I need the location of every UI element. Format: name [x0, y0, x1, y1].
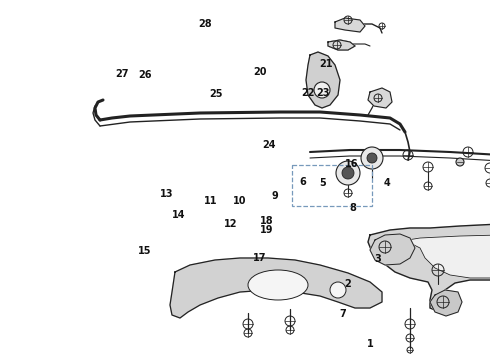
Polygon shape	[395, 235, 490, 278]
Text: 7: 7	[340, 309, 346, 319]
Text: 13: 13	[160, 189, 173, 199]
Text: 8: 8	[349, 203, 356, 213]
Circle shape	[342, 167, 354, 179]
Circle shape	[330, 282, 346, 298]
Polygon shape	[328, 40, 355, 50]
Text: 10: 10	[233, 195, 247, 206]
Text: 15: 15	[138, 246, 151, 256]
Polygon shape	[368, 224, 490, 310]
Ellipse shape	[248, 270, 308, 300]
Text: 16: 16	[345, 159, 359, 169]
Circle shape	[456, 158, 464, 166]
Text: 2: 2	[344, 279, 351, 289]
Text: 23: 23	[317, 88, 330, 98]
Text: 17: 17	[253, 253, 267, 264]
Text: 20: 20	[253, 67, 267, 77]
Text: 28: 28	[198, 19, 212, 30]
Text: 22: 22	[301, 88, 315, 98]
Bar	[292, 165, 372, 206]
Text: 4: 4	[384, 178, 391, 188]
Text: 5: 5	[319, 178, 326, 188]
Text: 25: 25	[209, 89, 222, 99]
Text: 24: 24	[262, 140, 275, 150]
Circle shape	[367, 153, 377, 163]
Text: 14: 14	[172, 210, 186, 220]
Text: 26: 26	[138, 70, 151, 80]
Polygon shape	[368, 88, 392, 108]
Text: 21: 21	[319, 59, 333, 69]
Text: 12: 12	[223, 219, 237, 229]
Polygon shape	[430, 290, 462, 316]
Polygon shape	[306, 52, 340, 108]
Text: 27: 27	[115, 69, 128, 79]
Polygon shape	[335, 18, 365, 32]
Text: 18: 18	[260, 216, 274, 226]
Polygon shape	[370, 234, 415, 265]
Circle shape	[336, 161, 360, 185]
Text: 19: 19	[260, 225, 274, 235]
Circle shape	[361, 147, 383, 169]
Text: 1: 1	[367, 339, 373, 349]
Text: 9: 9	[271, 191, 278, 201]
Text: 6: 6	[299, 177, 306, 187]
Polygon shape	[170, 258, 382, 318]
Circle shape	[314, 82, 330, 98]
Text: 11: 11	[204, 195, 218, 206]
Text: 3: 3	[374, 254, 381, 264]
